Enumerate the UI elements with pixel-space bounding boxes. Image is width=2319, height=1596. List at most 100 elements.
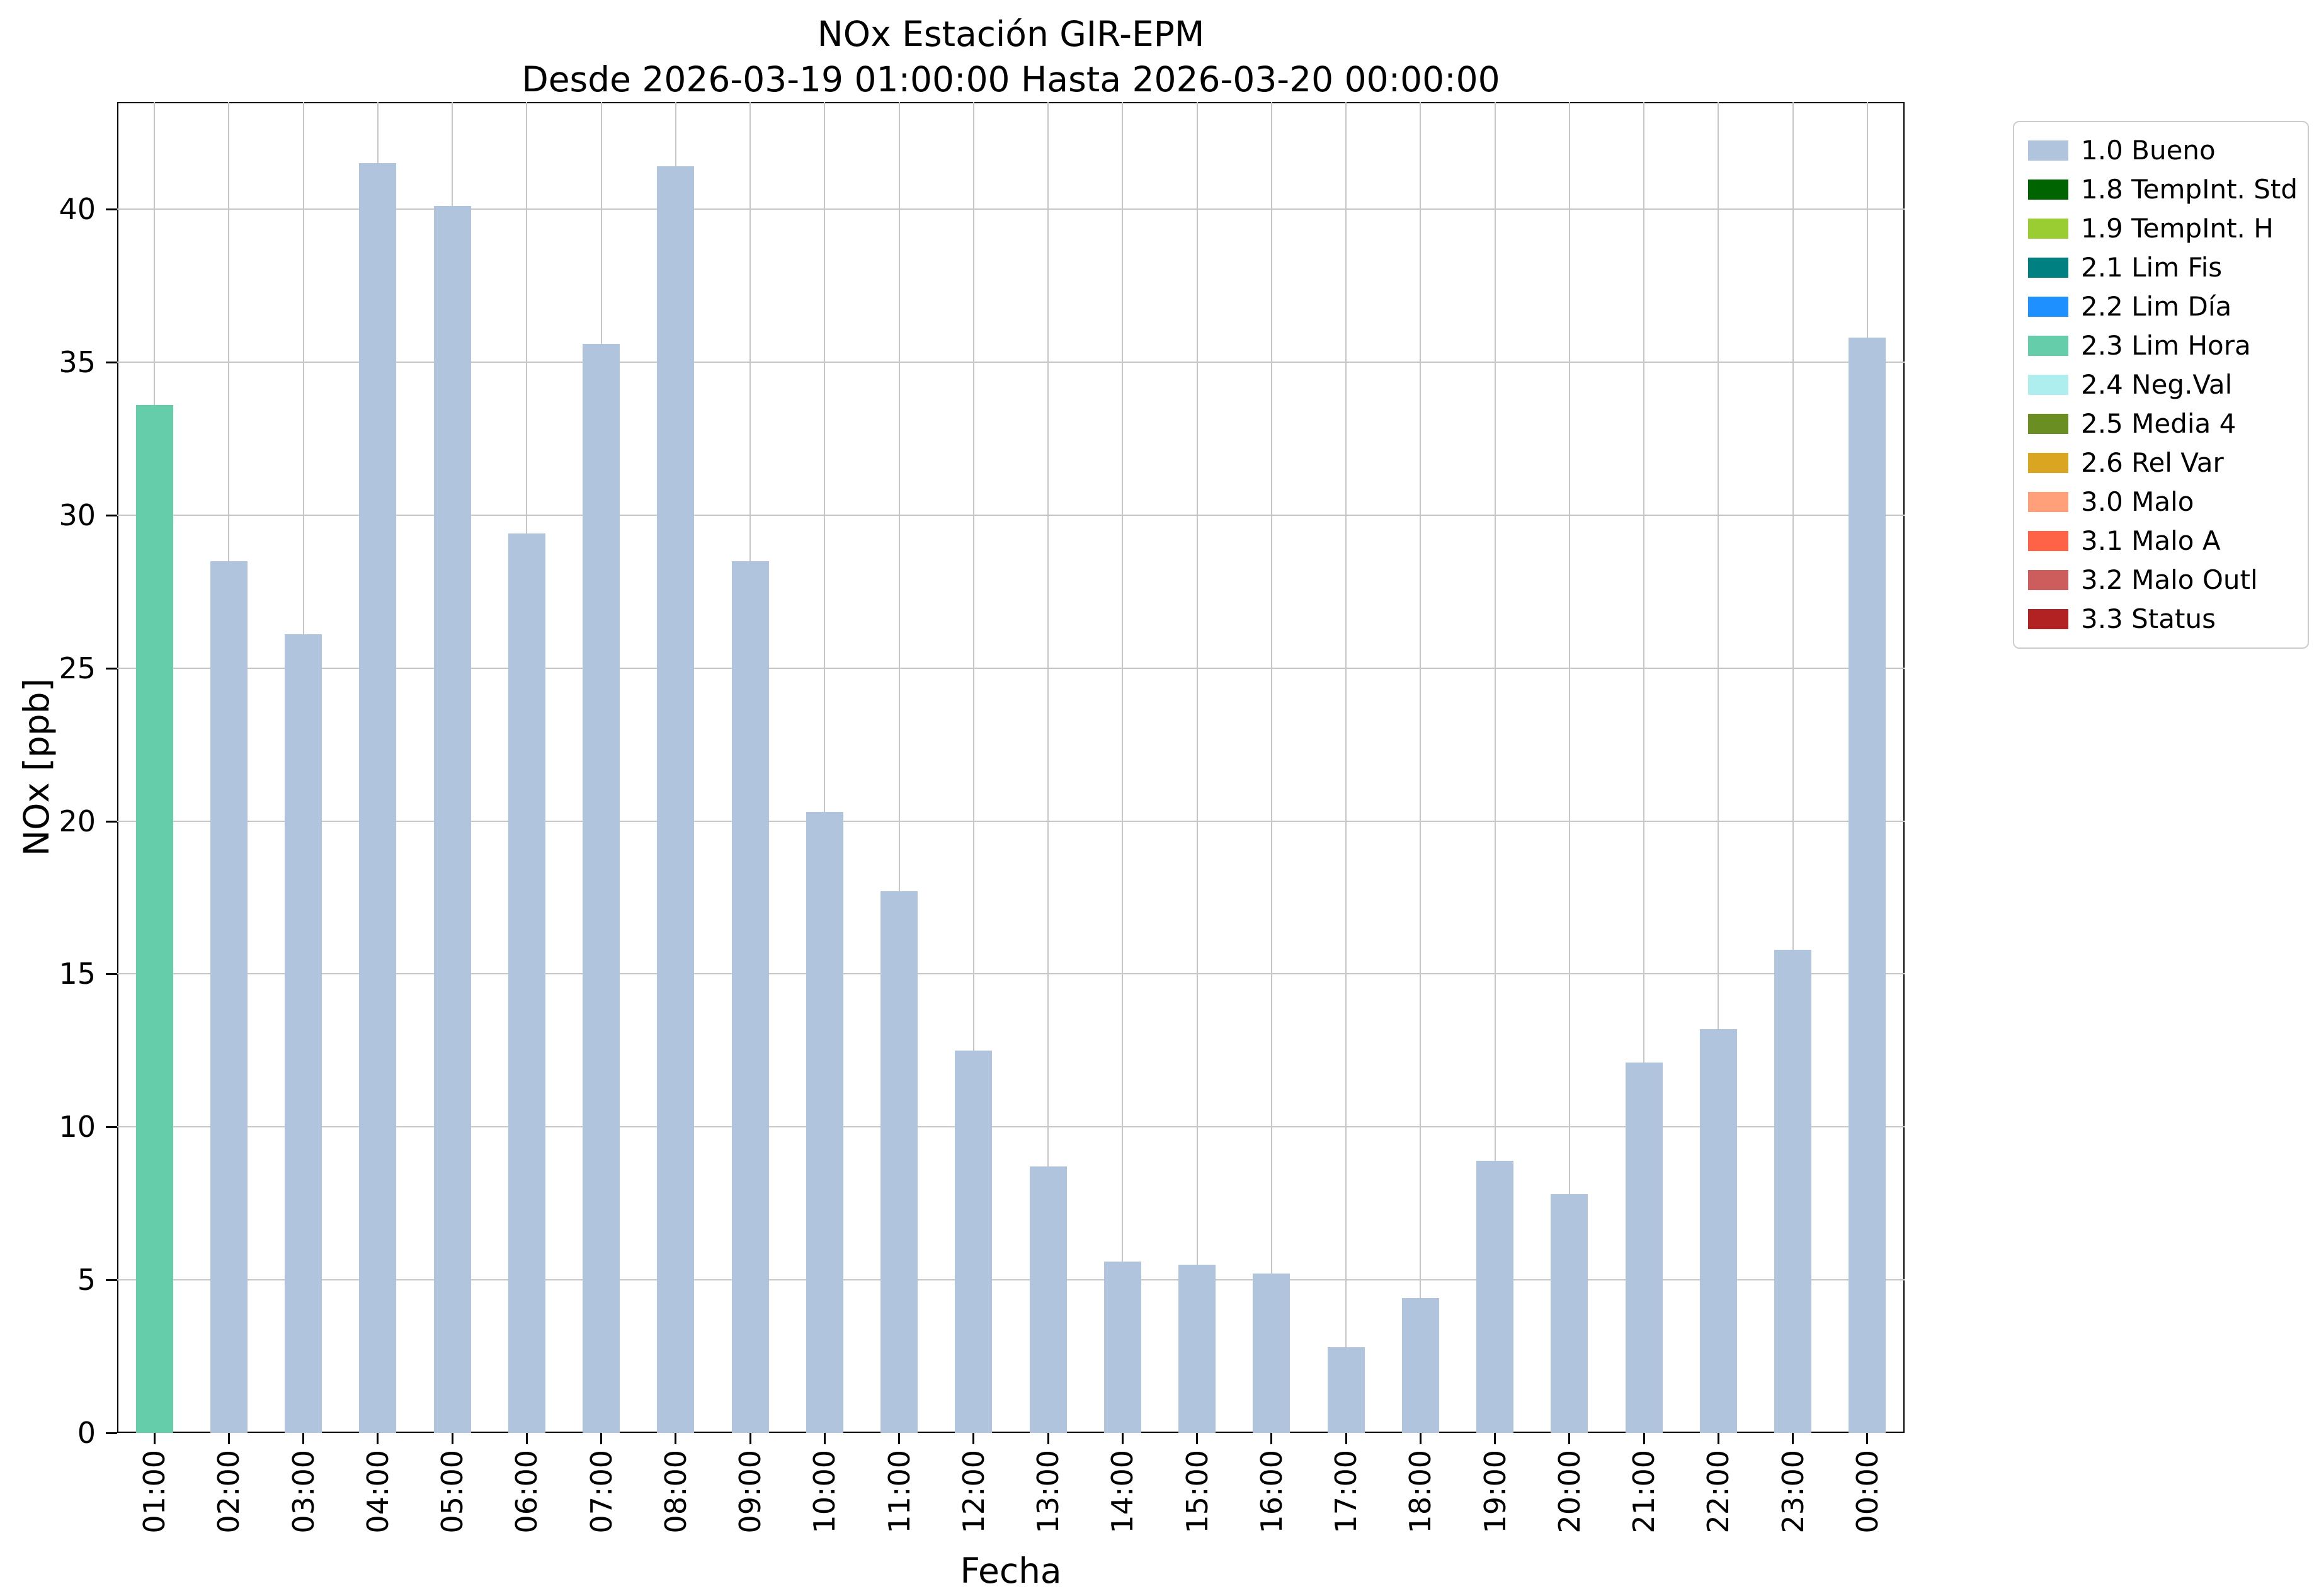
legend-swatch-icon bbox=[2028, 375, 2068, 395]
legend-swatch-icon bbox=[2028, 336, 2068, 356]
x-tick-mark bbox=[972, 1433, 975, 1444]
chart-title-block: NOx Estación GIR-EPM Desde 2026-03-19 01… bbox=[117, 11, 1905, 102]
x-tick-label: 07:00 bbox=[584, 1450, 618, 1534]
bar bbox=[1551, 1194, 1588, 1433]
gridline-vertical bbox=[1718, 102, 1719, 1433]
x-tick-label: 18:00 bbox=[1403, 1450, 1438, 1534]
x-tick-mark bbox=[1494, 1433, 1496, 1444]
gridline-vertical bbox=[1122, 102, 1124, 1433]
legend-swatch-icon bbox=[2028, 258, 2068, 278]
bar bbox=[1625, 1063, 1663, 1433]
x-tick-label: 15:00 bbox=[1180, 1450, 1214, 1534]
legend-swatch-icon bbox=[2028, 492, 2068, 512]
x-tick-label: 22:00 bbox=[1701, 1450, 1736, 1534]
gridline-vertical bbox=[1792, 102, 1794, 1433]
gridline-vertical bbox=[1270, 102, 1272, 1433]
x-tick-mark bbox=[1717, 1433, 1719, 1444]
gridline-horizontal bbox=[117, 1279, 1905, 1281]
bar bbox=[731, 561, 769, 1433]
gridline-vertical bbox=[1196, 102, 1198, 1433]
y-tick-mark bbox=[106, 361, 117, 363]
bar bbox=[508, 533, 545, 1433]
x-axis-label: Fecha bbox=[960, 1551, 1062, 1591]
y-tick-label: 10 bbox=[59, 1110, 96, 1144]
legend-item: 3.3 Status bbox=[2028, 600, 2294, 639]
legend-label: 1.0 Bueno bbox=[2081, 135, 2216, 166]
legend-label: 3.0 Malo bbox=[2081, 486, 2194, 517]
x-tick-mark bbox=[898, 1433, 901, 1444]
x-tick-mark bbox=[1792, 1433, 1794, 1444]
bar bbox=[806, 811, 843, 1433]
x-tick-label: 16:00 bbox=[1254, 1450, 1289, 1534]
x-tick-label: 08:00 bbox=[658, 1450, 693, 1534]
legend-item: 2.2 Lim Día bbox=[2028, 287, 2294, 326]
x-tick-label: 14:00 bbox=[1105, 1450, 1140, 1534]
x-tick-label: 02:00 bbox=[212, 1450, 246, 1534]
x-tick-label: 11:00 bbox=[882, 1450, 916, 1534]
x-tick-label: 06:00 bbox=[510, 1450, 544, 1534]
bar bbox=[955, 1050, 993, 1433]
bar bbox=[1849, 338, 1886, 1433]
bar bbox=[1253, 1274, 1291, 1433]
bar bbox=[1029, 1166, 1067, 1433]
y-tick-mark bbox=[106, 208, 117, 210]
legend-item: 3.0 Malo bbox=[2028, 482, 2294, 522]
x-tick-label: 05:00 bbox=[435, 1450, 470, 1534]
x-tick-label: 17:00 bbox=[1329, 1450, 1364, 1534]
gridline-horizontal bbox=[117, 820, 1905, 822]
gridline-vertical bbox=[1047, 102, 1049, 1433]
gridline-vertical bbox=[1494, 102, 1496, 1433]
y-tick-label: 20 bbox=[59, 804, 96, 838]
legend-label: 2.5 Media 4 bbox=[2081, 408, 2236, 439]
x-tick-mark bbox=[302, 1433, 305, 1444]
gridline-vertical bbox=[1643, 102, 1645, 1433]
y-tick-mark bbox=[106, 514, 117, 516]
x-tick-label: 21:00 bbox=[1627, 1450, 1661, 1534]
legend-item: 2.4 Neg.Val bbox=[2028, 365, 2294, 404]
legend-swatch-icon bbox=[2028, 453, 2068, 473]
legend: 1.0 Bueno 1.8 TempInt. Std 1.9 TempInt. H 2… bbox=[2013, 121, 2309, 649]
bar bbox=[657, 166, 695, 1433]
legend-swatch-icon bbox=[2028, 297, 2068, 317]
x-tick-mark bbox=[377, 1433, 379, 1444]
y-tick-label: 0 bbox=[77, 1416, 96, 1450]
x-tick-label: 03:00 bbox=[286, 1450, 321, 1534]
x-tick-label: 23:00 bbox=[1775, 1450, 1810, 1534]
bar bbox=[359, 163, 397, 1433]
gridline-horizontal bbox=[117, 973, 1905, 975]
y-tick-mark bbox=[106, 1279, 117, 1282]
bar bbox=[1178, 1264, 1216, 1433]
legend-item: 1.0 Bueno bbox=[2028, 131, 2294, 170]
x-tick-label: 01:00 bbox=[137, 1450, 172, 1534]
y-tick-mark bbox=[106, 820, 117, 823]
legend-label: 2.2 Lim Día bbox=[2081, 291, 2232, 322]
y-tick-mark bbox=[106, 1126, 117, 1129]
y-tick-label: 30 bbox=[59, 498, 96, 532]
legend-item: 1.8 TempInt. Std bbox=[2028, 170, 2298, 209]
y-tick-label: 5 bbox=[77, 1263, 96, 1297]
legend-label: 3.3 Status bbox=[2081, 603, 2216, 634]
bar bbox=[1401, 1298, 1439, 1433]
x-tick-mark bbox=[1121, 1433, 1124, 1444]
x-tick-mark bbox=[1419, 1433, 1422, 1444]
bar bbox=[1774, 949, 1812, 1433]
x-tick-mark bbox=[600, 1433, 603, 1444]
y-tick-mark bbox=[106, 667, 117, 670]
x-tick-label: 12:00 bbox=[956, 1450, 991, 1534]
bar bbox=[1476, 1160, 1514, 1433]
legend-label: 2.1 Lim Fis bbox=[2081, 252, 2223, 283]
x-tick-label: 13:00 bbox=[1031, 1450, 1066, 1534]
legend-swatch-icon bbox=[2028, 180, 2068, 200]
gridline-vertical bbox=[1345, 102, 1347, 1433]
gridline-horizontal bbox=[117, 514, 1905, 516]
gridline-vertical bbox=[824, 102, 826, 1433]
legend-item: 3.1 Malo A bbox=[2028, 522, 2294, 561]
legend-label: 2.6 Rel Var bbox=[2081, 447, 2224, 478]
bar bbox=[1327, 1347, 1365, 1433]
legend-label: 2.3 Lim Hora bbox=[2081, 330, 2251, 361]
bar bbox=[1103, 1261, 1141, 1433]
x-tick-label: 00:00 bbox=[1850, 1450, 1884, 1534]
legend-swatch-icon bbox=[2028, 140, 2068, 161]
y-tick-label: 15 bbox=[59, 957, 96, 991]
